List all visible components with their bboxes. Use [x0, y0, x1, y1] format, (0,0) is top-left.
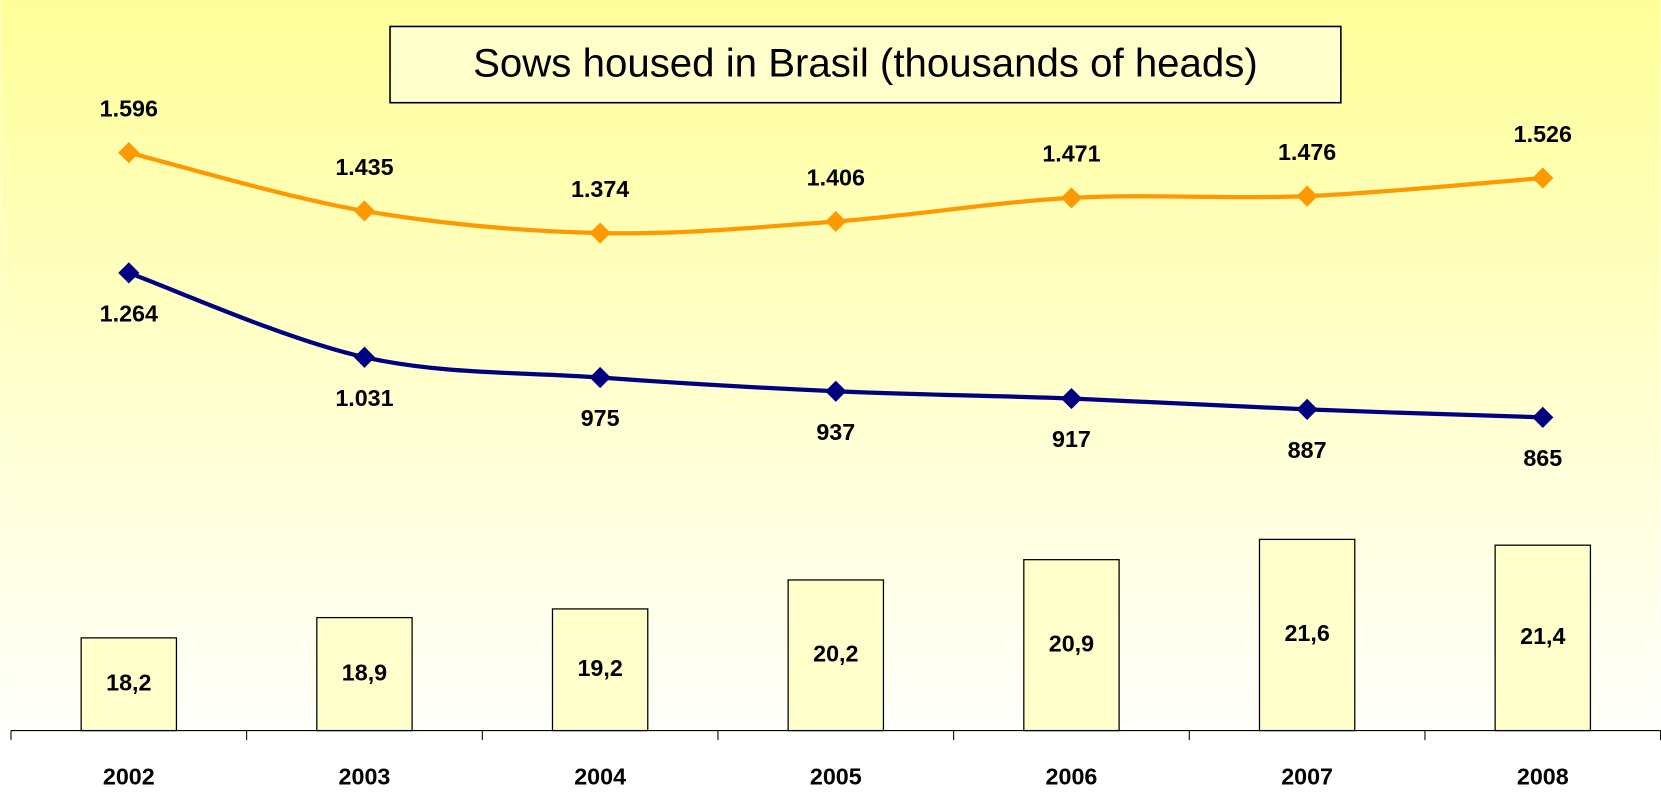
- data-label: 18,2: [106, 669, 151, 695]
- x-tick-label: 2006: [1046, 763, 1098, 789]
- marker: [118, 262, 140, 284]
- bar: [316, 616, 413, 732]
- data-label: 21,4: [1520, 623, 1565, 649]
- marker: [1060, 387, 1083, 410]
- data-label: 937: [816, 419, 855, 445]
- x-tick-label: 2005: [810, 763, 862, 789]
- data-label: 19,2: [577, 655, 622, 681]
- data-label: 1.596: [100, 95, 158, 121]
- x-tick-label: 2004: [574, 763, 626, 789]
- x-tick-label: 2002: [103, 763, 155, 789]
- data-label: 21,6: [1284, 620, 1329, 646]
- data-label: 887: [1288, 437, 1327, 463]
- marker: [589, 222, 611, 244]
- x-tick-label: 2007: [1281, 763, 1333, 789]
- data-label: 1.406: [807, 164, 865, 190]
- marker: [353, 200, 376, 222]
- bar: [551, 608, 649, 732]
- bar: [1023, 559, 1120, 732]
- marker: [589, 366, 611, 389]
- data-label: 1.031: [335, 385, 393, 411]
- x-tick-label: 2003: [339, 763, 391, 789]
- data-label: 20,9: [1049, 630, 1094, 656]
- bar: [787, 579, 885, 732]
- data-label: 1.374: [571, 176, 629, 202]
- marker: [353, 346, 376, 368]
- chart-title: Sows housed in Brasil (thousands of head…: [473, 40, 1258, 85]
- data-label: 917: [1052, 426, 1091, 452]
- data-label: 20,2: [813, 640, 858, 666]
- title-box: [389, 25, 1342, 104]
- bar: [80, 637, 178, 732]
- marker: [825, 380, 847, 402]
- data-label: 1.264: [100, 300, 158, 326]
- data-label: 1.526: [1514, 121, 1572, 147]
- bar: [1258, 538, 1356, 732]
- data-label: 18,9: [342, 659, 387, 685]
- x-tick-label: 2008: [1517, 763, 1569, 789]
- data-label: 975: [581, 405, 620, 431]
- data-label: 1.471: [1042, 141, 1100, 167]
- data-label: 865: [1523, 445, 1562, 471]
- data-label: 1.435: [335, 154, 393, 180]
- bar: [1494, 544, 1592, 732]
- data-label: 1.476: [1278, 139, 1336, 165]
